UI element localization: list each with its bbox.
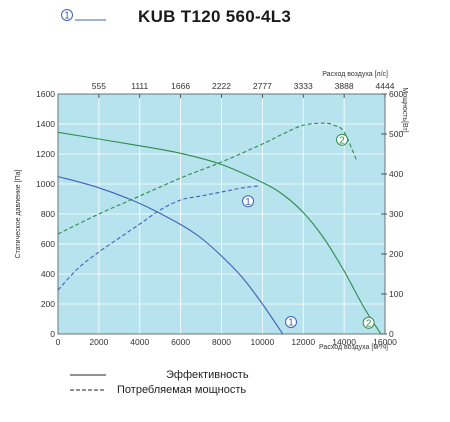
- chart-title: KUB T120 560-4L3: [138, 7, 291, 26]
- curve-marker-label: 1: [288, 318, 294, 329]
- x-tick-label: 16000: [373, 337, 397, 347]
- x2-tick-label: 1666: [171, 81, 190, 91]
- x-tick-label: 2000: [89, 337, 108, 347]
- axes: 0 2000 4000 6000 8000 10000 12000 14000 16000555…: [36, 81, 403, 347]
- y-tick-label: 1400: [36, 119, 55, 129]
- series-group: [57, 122, 382, 335]
- x2-axis-label: Расход воздуха [л/с]: [322, 71, 388, 78]
- curve-marker-label: 2: [366, 318, 372, 329]
- x-tick-label: 10000: [251, 337, 275, 347]
- x2-tick-label: 2222: [212, 81, 231, 91]
- power-curve-1: [57, 185, 259, 291]
- y-axis-label: Статическое давление [Па]: [15, 170, 22, 259]
- y-tick-label: 800: [41, 209, 55, 219]
- x-tick-label: 14000: [332, 337, 356, 347]
- curve-marker-2: 2: [362, 316, 375, 329]
- y2-tick-label: 300: [389, 209, 403, 219]
- x2-tick-label: 555: [92, 81, 106, 91]
- power-curve-2: [57, 122, 357, 235]
- y2-tick-label: 100: [389, 289, 403, 299]
- curve-marker-1: 1: [284, 316, 297, 329]
- x-tick-label: 4000: [130, 337, 149, 347]
- y2-axis-label: Мощность[Вт]: [401, 87, 408, 132]
- x-tick-label: 12000: [291, 337, 315, 347]
- header-marker-circle: [61, 9, 73, 21]
- y-tick-label: 200: [41, 299, 55, 309]
- x-axis-label: Расход воздуха [м³/ч]: [319, 344, 388, 351]
- curve-marker-circle: [284, 316, 297, 328]
- curve-marker-label: 1: [245, 197, 251, 208]
- y2-tick-label: 500: [389, 129, 403, 139]
- efficiency-curve-1: [57, 175, 284, 335]
- legend: Эффективность Потребляемая мощность: [70, 369, 249, 396]
- grid: [58, 94, 385, 334]
- x2-tick-label: 2777: [253, 81, 272, 91]
- x-tick-label: 8000: [212, 337, 231, 347]
- curve-marker-label: 2: [339, 135, 345, 146]
- efficiency-curve-2: [57, 131, 382, 335]
- curve-marker-1: 1: [242, 195, 255, 208]
- header-marker: 1: [61, 9, 106, 22]
- x2-tick-label: 4444: [376, 81, 395, 91]
- y-tick-label: 0: [50, 329, 55, 339]
- y-tick-label: 600: [41, 239, 55, 249]
- y-tick-label: 1600: [36, 89, 55, 99]
- y-tick-label: 1000: [36, 179, 55, 189]
- x-tick-label: 0: [56, 337, 61, 347]
- y2-tick-label: 400: [389, 169, 403, 179]
- y-tick-label: 400: [41, 269, 55, 279]
- y2-tick-label: 600: [389, 89, 403, 99]
- x-tick-label: 6000: [171, 337, 190, 347]
- plot-frame: [57, 93, 386, 335]
- y2-tick-label: 0: [389, 329, 394, 339]
- header-marker-label: 1: [64, 11, 70, 22]
- x2-tick-label: 1111: [131, 81, 148, 91]
- legend-power: Потребляемая мощность: [117, 384, 246, 396]
- y-tick-label: 1200: [36, 149, 55, 159]
- x2-tick-label: 3888: [335, 81, 354, 91]
- y2-tick-label: 200: [389, 249, 403, 259]
- legend-efficiency: Эффективность: [166, 369, 249, 381]
- curve-marker-circle: [336, 133, 349, 146]
- curve-marker-circle: [362, 316, 375, 329]
- curve-marker-2: 2: [336, 133, 349, 146]
- x2-tick-label: 3333: [294, 81, 313, 91]
- curve-marker-circle: [242, 195, 255, 208]
- curve-markers: 1 2 1 2: [242, 133, 375, 329]
